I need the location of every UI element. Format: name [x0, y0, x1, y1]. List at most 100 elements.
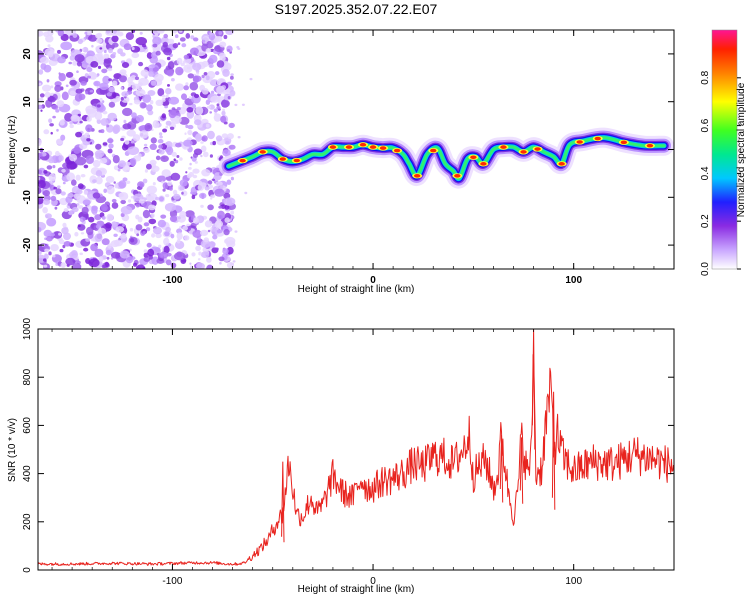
- noise-speckle: [111, 198, 117, 203]
- noise-speckle: [216, 85, 225, 95]
- noise-speckle: [154, 247, 161, 252]
- noise-speckle: [92, 179, 97, 184]
- noise-speckle: [94, 150, 105, 158]
- noise-speckle: [91, 44, 94, 48]
- noise-speckle: [42, 84, 52, 92]
- noise-speckle: [91, 206, 98, 215]
- noise-speckle: [154, 73, 164, 82]
- noise-speckle: [207, 130, 215, 140]
- noise-speckle: [67, 193, 74, 198]
- noise-speckle: [84, 31, 88, 35]
- noise-speckle: [230, 75, 234, 80]
- noise-speckle: [200, 204, 204, 208]
- noise-speckle: [142, 178, 148, 184]
- noise-speckle: [125, 180, 131, 184]
- noise-speckle: [191, 252, 196, 257]
- noise-speckle: [101, 264, 107, 269]
- noise-speckle: [139, 31, 143, 35]
- noise-speckle: [54, 206, 58, 210]
- noise-speckle: [146, 242, 152, 248]
- noise-speckle: [108, 48, 113, 54]
- noise-speckle: [102, 142, 108, 146]
- noise-speckle: [90, 243, 98, 252]
- noise-speckle: [225, 30, 234, 36]
- x-tick-label: -100: [162, 275, 182, 286]
- noise-speckle: [123, 43, 132, 51]
- noise-speckle: [85, 155, 95, 164]
- noise-speckle: [140, 69, 149, 77]
- noise-speckle: [124, 161, 131, 166]
- noise-speckle: [183, 54, 189, 60]
- noise-speckle: [221, 133, 229, 139]
- noise-speckle: [152, 182, 156, 186]
- noise-speckle: [46, 235, 53, 242]
- ridge-peak: [520, 150, 527, 154]
- colorbar-ticks: 0.0 0.2 0.4 0.6 0.8: [700, 70, 741, 276]
- ridge-peak: [500, 145, 507, 149]
- noise-speckle: [108, 86, 115, 93]
- noise-speckle: [201, 88, 209, 95]
- noise-speckle: [206, 264, 214, 269]
- noise-speckle: [74, 156, 87, 166]
- noise-speckle: [74, 93, 83, 102]
- noise-speckle: [137, 216, 143, 223]
- noise-speckle: [56, 100, 65, 108]
- y-tick-label: 400: [22, 465, 33, 482]
- x-tick-label: 0: [370, 275, 376, 286]
- noise-speckle: [164, 202, 177, 212]
- noise-speckle: [193, 93, 200, 99]
- noise-speckle: [180, 62, 185, 67]
- noise-speckle: [223, 34, 228, 40]
- noise-speckle: [96, 38, 103, 44]
- noise-speckle: [189, 47, 199, 56]
- noise-speckle: [96, 104, 101, 108]
- noise-speckle: [202, 39, 206, 43]
- noise-speckle: [39, 147, 44, 153]
- noise-speckle: [40, 109, 43, 112]
- noise-speckle: [49, 123, 54, 127]
- noise-speckle: [165, 120, 172, 126]
- noise-speckle: [208, 63, 214, 68]
- noise-speckle: [135, 88, 146, 97]
- noise-speckle: [108, 143, 114, 149]
- noise-speckle: [147, 90, 156, 96]
- noise-speckle: [192, 168, 200, 174]
- noise-speckle: [230, 210, 235, 215]
- colorbar-tick-label: 0.0: [700, 262, 711, 276]
- noise-speckle: [122, 223, 125, 227]
- noise-speckle: [181, 93, 187, 100]
- noise-speckle: [155, 155, 161, 161]
- noise-speckle: [165, 94, 169, 99]
- noise-speckle: [171, 151, 177, 157]
- noise-speckle: [110, 251, 121, 259]
- noise-speckle: [61, 227, 69, 235]
- noise-speckle: [83, 190, 89, 195]
- noise-speckle: [79, 117, 83, 121]
- noise-speckle: [95, 143, 102, 150]
- noise-speckle: [204, 186, 210, 191]
- noise-speckle: [143, 148, 150, 153]
- colorbar-tick-label: 0.8: [700, 70, 711, 84]
- noise-speckle: [38, 139, 42, 145]
- noise-speckle: [38, 176, 41, 181]
- noise-speckle: [47, 44, 51, 48]
- noise-speckle: [57, 49, 61, 54]
- noise-speckle: [118, 193, 124, 198]
- noise-speckle: [183, 64, 193, 73]
- noise-speckle: [83, 247, 89, 252]
- noise-speckle: [176, 232, 183, 240]
- noise-speckle: [75, 131, 83, 138]
- noise-speckle: [146, 227, 151, 232]
- noise-speckle: [99, 194, 104, 197]
- noise-speckle: [42, 199, 51, 205]
- ridge-peak: [359, 142, 367, 147]
- noise-speckle: [113, 181, 116, 184]
- noise-speckle: [218, 205, 223, 209]
- noise-speckle: [107, 67, 113, 72]
- noise-speckle: [76, 70, 79, 73]
- noise-speckle: [39, 56, 49, 64]
- noise-speckle: [119, 75, 127, 83]
- noise-speckle: [232, 260, 236, 263]
- x-tick-label: 100: [565, 275, 582, 286]
- noise-speckle: [110, 240, 120, 248]
